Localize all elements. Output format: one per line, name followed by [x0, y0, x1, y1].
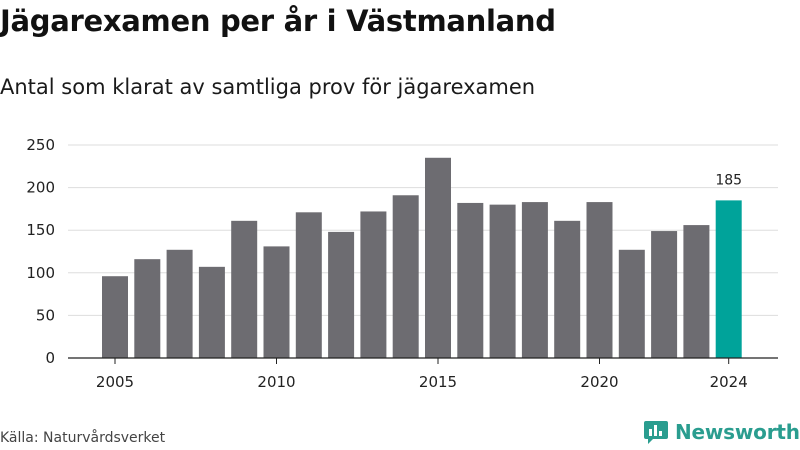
y-tick-label: 200: [26, 179, 55, 197]
x-tick-label: 2024: [710, 373, 748, 391]
bar-2013: [360, 211, 387, 358]
bar-value-label: 185: [715, 172, 742, 188]
x-tick-label: 2015: [419, 373, 457, 391]
bar-2011: [295, 212, 322, 358]
bar-2017: [489, 204, 516, 358]
bar-chart-icon: [644, 421, 668, 444]
bar-2012: [328, 231, 355, 358]
bar-2009: [231, 220, 258, 358]
bar-2007: [166, 249, 193, 358]
y-tick-label: 50: [36, 306, 55, 324]
y-axis-ticks: 0 50 100 150 200 250: [26, 136, 55, 367]
x-tick-label: 2020: [580, 373, 618, 391]
x-tick-label: 2010: [257, 373, 295, 391]
bar-2019: [554, 220, 581, 358]
bar-2024: [715, 200, 742, 358]
bar-2015: [425, 157, 451, 358]
x-axis-ticks: 2005 2010 2015 2020 2024: [96, 358, 748, 391]
y-tick-label: 0: [45, 349, 55, 367]
bar-2010: [263, 246, 290, 358]
bar-2021: [618, 249, 645, 358]
y-tick-label: 100: [26, 264, 55, 282]
bar-2006: [134, 259, 161, 358]
bar-2014: [392, 195, 419, 358]
x-tick-label: 2005: [96, 373, 134, 391]
bar-2005: [102, 276, 128, 358]
brand-name: Newsworthy: [675, 420, 800, 444]
bar-2022: [651, 231, 678, 358]
data-labels: 185: [715, 172, 742, 188]
bar-2023: [683, 225, 710, 358]
y-tick-label: 150: [26, 221, 55, 239]
brand-logo: Newsworthy: [643, 419, 800, 445]
bar-2018: [521, 202, 548, 358]
y-tick-label: 250: [26, 136, 55, 154]
bar-2008: [198, 266, 225, 358]
chart-title: Jägarexamen per år i Västmanland: [0, 4, 556, 38]
bars: [68, 157, 778, 359]
chart-subtitle: Antal som klarat av samtliga prov för jä…: [0, 75, 536, 99]
bar-2016: [457, 202, 484, 358]
bar-2020: [586, 202, 613, 358]
source-note: Källa: Naturvårdsverket: [0, 430, 166, 446]
